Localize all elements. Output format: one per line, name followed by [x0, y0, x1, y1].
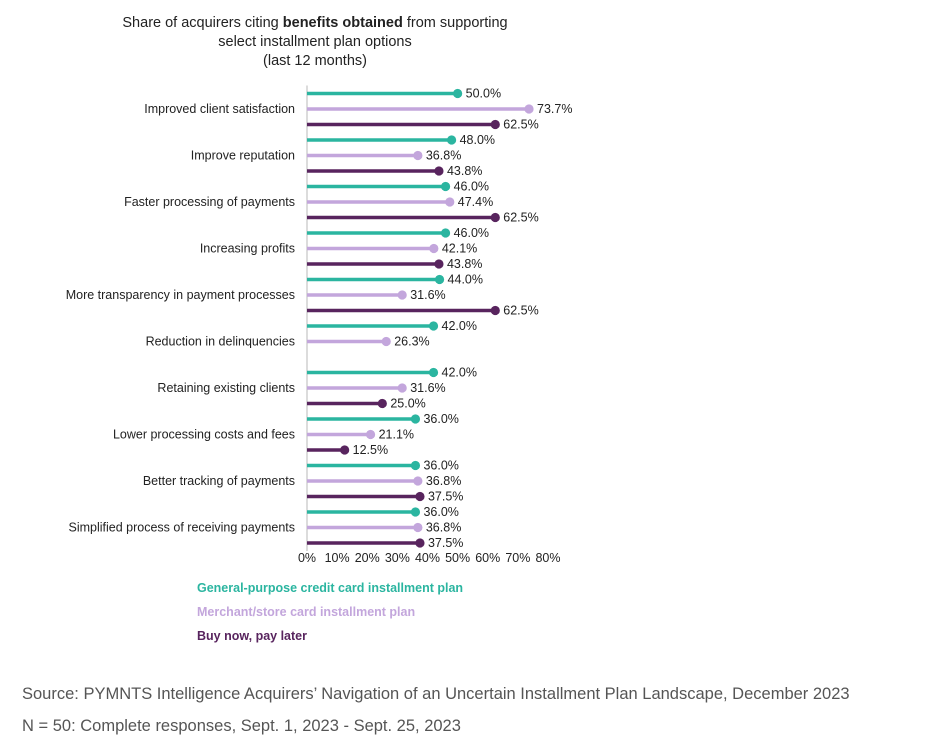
lollipop-dot [447, 135, 457, 145]
category-label: Better tracking of payments [143, 474, 295, 488]
data-label: 36.8% [426, 149, 461, 163]
lollipop-dot [445, 197, 455, 207]
x-tick-label: 60% [475, 551, 500, 565]
lollipop-dot [428, 367, 439, 378]
legend-item-credit-card: General-purpose credit card installment … [197, 581, 464, 595]
lollipop-dot [428, 321, 439, 331]
category-label: Increasing profits [200, 242, 295, 256]
category-label: Lower processing costs and fees [113, 428, 295, 442]
data-label: 44.0% [448, 273, 483, 287]
lollipop-dot [397, 290, 407, 300]
data-label: 26.3% [394, 335, 429, 349]
lollipop-dot [434, 274, 445, 285]
lollipop-dot [410, 414, 421, 424]
lollipop-dot [381, 336, 391, 347]
data-label: 62.5% [503, 118, 538, 132]
lollipop-dot [453, 88, 463, 99]
data-label: 46.0% [454, 226, 489, 240]
legend-item-bnpl: Buy now, pay later [197, 629, 307, 643]
data-label: 21.1% [379, 428, 414, 442]
data-label: 12.5% [353, 443, 388, 457]
lollipop-dot [429, 243, 439, 254]
lollipop-dot [377, 398, 387, 409]
lollipop-dot [413, 522, 423, 533]
chart-title: Share of acquirers citing benefits obtai… [122, 15, 508, 69]
lollipop-dot [415, 538, 425, 548]
lollipop-dot [410, 460, 421, 471]
data-label: 31.6% [410, 288, 445, 302]
data-label: 36.0% [423, 459, 458, 473]
lollipop-dot [440, 181, 451, 192]
x-tick-label: 30% [385, 551, 410, 565]
x-tick-label: 50% [445, 551, 470, 565]
lollipop-dot [524, 104, 534, 114]
data-label: 43.8% [447, 257, 482, 271]
category-label: Retaining existing clients [157, 381, 295, 395]
data-label: 46.0% [454, 180, 489, 194]
category-label: Improved client satisfaction [144, 102, 295, 116]
lollipop-dot [434, 259, 444, 269]
lollipop-dot [490, 305, 500, 316]
x-tick-label: 20% [355, 551, 380, 565]
data-label: 43.8% [447, 164, 482, 178]
category-label: Simplified process of receiving payments [69, 521, 296, 535]
sample-note: N = 50: Complete responses, Sept. 1, 202… [22, 717, 461, 735]
data-label: 42.0% [442, 319, 477, 333]
category-label: Improve reputation [191, 149, 295, 163]
data-label: 73.7% [537, 102, 572, 116]
data-label: 47.4% [458, 195, 493, 209]
data-label: 36.8% [426, 474, 461, 488]
data-label: 31.6% [410, 381, 445, 395]
category-label: More transparency in payment processes [66, 288, 295, 302]
category-label: Faster processing of payments [124, 195, 295, 209]
x-tick-label: 70% [505, 551, 530, 565]
data-label: 37.5% [428, 490, 463, 504]
x-tick-label: 0% [298, 551, 316, 565]
lollipop-dot [440, 228, 451, 238]
data-label: 37.5% [428, 536, 463, 550]
x-tick-label: 40% [415, 551, 440, 565]
legend-item-merchant-card: Merchant/store card installment plan [197, 605, 416, 619]
data-label: 36.0% [423, 412, 458, 426]
lollipop-dot [340, 445, 350, 455]
lollipop-dot [490, 119, 500, 130]
source-text: Source: PYMNTS Intelligence Acquirers’ N… [22, 685, 850, 703]
category-label: Reduction in delinquencies [146, 335, 295, 349]
data-label: 36.0% [423, 505, 458, 519]
data-label: 62.5% [503, 304, 538, 318]
data-label: 48.0% [460, 133, 495, 147]
lollipop-dot [434, 166, 444, 176]
data-label: 36.8% [426, 521, 461, 535]
x-tick-label: 10% [325, 551, 350, 565]
lollipop-dot [397, 383, 407, 393]
lollipop-dot [413, 150, 423, 161]
data-label: 50.0% [466, 87, 501, 101]
data-label: 42.0% [442, 366, 477, 380]
x-tick-label: 80% [535, 551, 560, 565]
lollipop-dot [413, 476, 423, 486]
data-label: 62.5% [503, 211, 538, 225]
data-label: 25.0% [390, 397, 425, 411]
data-label: 42.1% [442, 242, 477, 256]
lollipop-dot [410, 507, 421, 517]
lollipop-dot [490, 212, 500, 223]
lollipop-dot [365, 429, 376, 440]
lollipop-dot [415, 491, 425, 502]
lollipop-chart: Improved client satisfaction 50.0% 73.7% 62… [66, 85, 572, 565]
